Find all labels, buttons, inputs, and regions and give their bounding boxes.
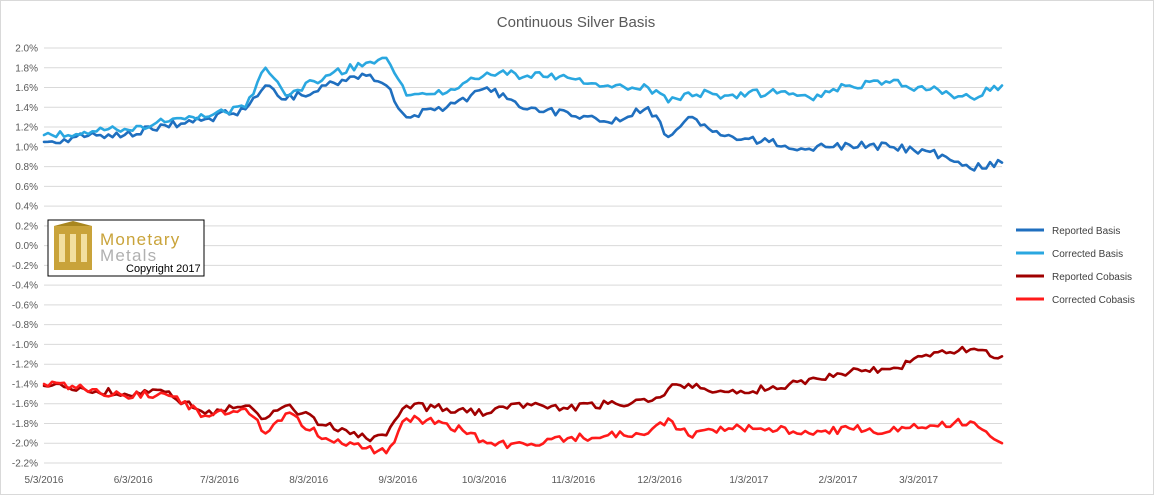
legend-label: Corrected Cobasis: [1052, 295, 1135, 306]
monetary-metals-emblem-icon: [54, 221, 92, 270]
x-tick-label: 10/3/2016: [462, 475, 507, 486]
x-tick-label: 11/3/2016: [551, 475, 595, 486]
series-line-reported-basis: [42, 72, 1004, 172]
y-tick-label: -2.2%: [12, 459, 38, 470]
series-line-corrected-cobasis: [42, 380, 1004, 455]
y-tick-label: 0.2%: [15, 221, 38, 232]
legend-label: Corrected Basis: [1052, 249, 1123, 260]
x-tick-label: 8/3/2016: [289, 475, 328, 486]
x-axis-ticks: 5/3/2016 6/3/2016 7/3/2016 8/3/2016 9/3/2016…: [25, 475, 939, 486]
x-tick-label: 9/3/2016: [378, 475, 417, 486]
legend-item: Reported Basis: [1016, 226, 1120, 237]
watermark-logo: Monetary Metals Copyright 2017: [47, 219, 205, 277]
watermark-brand-line2: Metals: [100, 246, 157, 265]
y-tick-label: -1.2%: [12, 360, 38, 371]
legend-item: Corrected Cobasis: [1016, 295, 1135, 306]
x-tick-label: 2/3/2017: [819, 475, 858, 486]
series-line-reported-cobasis: [42, 345, 1004, 443]
x-tick-label: 7/3/2016: [200, 475, 239, 486]
y-tick-label: 2.0%: [15, 44, 38, 55]
y-tick-label: 0.0%: [15, 241, 38, 252]
legend-item: Reported Cobasis: [1016, 272, 1132, 283]
legend-label: Reported Basis: [1052, 226, 1120, 237]
y-tick-label: 0.4%: [15, 202, 38, 213]
x-tick-label: 5/3/2016: [25, 475, 64, 486]
y-axis-ticks: -2.2% -2.0% -1.8% -1.6% -1.4% -1.2% -1.0% -0.8%…: [12, 44, 38, 470]
y-tick-label: -0.4%: [12, 281, 38, 292]
y-tick-label: 1.0%: [15, 142, 38, 153]
watermark-copyright: Copyright 2017: [126, 263, 201, 275]
chart-title: Continuous Silver Basis: [497, 14, 655, 31]
y-tick-label: -1.6%: [12, 399, 38, 410]
series-layer: [42, 56, 1004, 455]
x-tick-label: 1/3/2017: [729, 475, 768, 486]
legend: Reported Basis Corrected Basis Reported …: [1016, 226, 1135, 306]
y-tick-label: 0.6%: [15, 182, 38, 193]
y-tick-label: 1.4%: [15, 103, 38, 114]
x-tick-label: 6/3/2016: [114, 475, 153, 486]
y-tick-label: 1.2%: [15, 123, 38, 134]
series-line-corrected-basis: [42, 56, 1004, 139]
y-tick-label: -1.8%: [12, 419, 38, 430]
watermark-brand-line1: Monetary: [100, 230, 180, 249]
y-tick-label: -1.0%: [12, 340, 38, 351]
y-tick-label: -1.4%: [12, 379, 38, 390]
y-tick-label: 1.8%: [15, 63, 38, 74]
y-tick-label: -0.8%: [12, 320, 38, 331]
y-tick-label: -2.0%: [12, 439, 38, 450]
x-tick-label: 3/3/2017: [899, 475, 938, 486]
legend-label: Reported Cobasis: [1052, 272, 1132, 283]
y-tick-label: 0.8%: [15, 162, 38, 173]
legend-item: Corrected Basis: [1016, 249, 1123, 260]
x-tick-label: 12/3/2016: [637, 475, 682, 486]
y-tick-label: -0.2%: [12, 261, 38, 272]
y-tick-label: -0.6%: [12, 300, 38, 311]
y-tick-label: 1.6%: [15, 83, 38, 94]
